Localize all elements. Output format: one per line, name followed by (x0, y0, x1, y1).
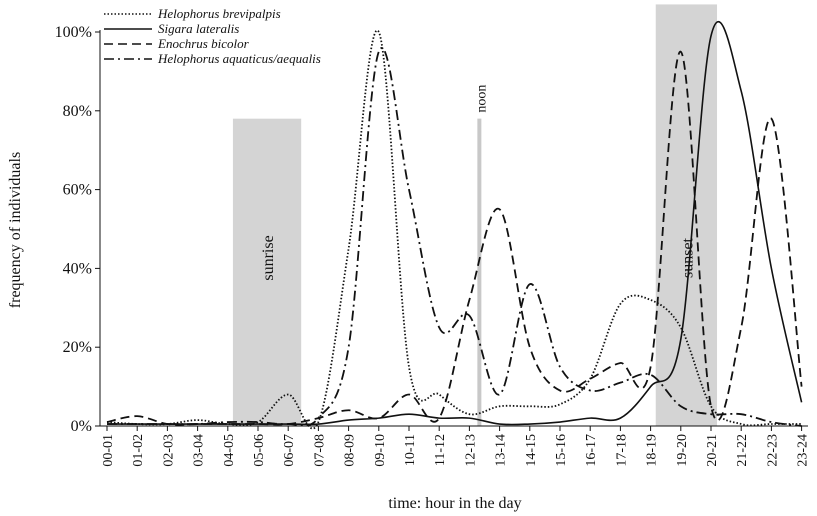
legend-label: Sigara lateralis (158, 21, 239, 36)
y-tick-label: 20% (63, 339, 92, 356)
x-tick-label: 21-22 (735, 434, 750, 467)
series-line (107, 47, 802, 427)
y-tick-label: 0% (71, 418, 92, 435)
legend-label: Enochrus bicolor (157, 36, 250, 51)
x-tick-label: 12-13 (463, 434, 478, 467)
x-tick-label: 03-04 (192, 434, 207, 467)
x-tick-label: 01-02 (131, 434, 146, 467)
x-tick-label: 18-19 (645, 434, 660, 467)
x-tick-label: 23-24 (796, 434, 811, 467)
x-tick-label: 07-08 (312, 434, 327, 467)
x-tick-label: 17-18 (614, 434, 629, 467)
x-tick-label: 02-03 (161, 434, 176, 467)
noon-label: noon (474, 85, 489, 113)
shaded-period (655, 4, 718, 426)
shaded-period (232, 118, 302, 427)
period-label: sunset (679, 237, 696, 278)
x-tick-label: 22-23 (765, 434, 780, 467)
x-tick-label: 05-06 (252, 434, 267, 467)
y-axis-label: frequency of individuals (7, 152, 24, 308)
legend-label: Helophorus brevipalpis (157, 6, 281, 21)
x-tick-label: 14-15 (524, 434, 539, 467)
legend-label: Helophorus aquaticus/aequalis (157, 51, 321, 66)
x-tick-label: 20-21 (705, 434, 720, 467)
x-tick-label: 13-14 (494, 434, 509, 467)
x-tick-label: 10-11 (403, 434, 418, 466)
x-tick-label: 15-16 (554, 434, 569, 467)
series-line (106, 50, 803, 426)
y-tick-label: 60% (63, 182, 92, 199)
x-tick-label: 11-12 (433, 434, 448, 466)
x-tick-label: 16-17 (584, 434, 599, 467)
background-layer (232, 4, 718, 427)
x-tick-label: 00-01 (101, 434, 116, 467)
plot-layer: sunrise sunset noon 0% 20% 40% 60% 80% 100% 00-01… (55, 6, 811, 467)
x-tick-label: 08-09 (343, 434, 358, 467)
x-tick-label: 19-20 (675, 434, 690, 467)
y-tick-label: 80% (63, 103, 92, 120)
x-axis-label: time: hour in the day (388, 495, 521, 512)
x-tick-label: 04-05 (222, 434, 237, 467)
y-tick-label: 40% (63, 260, 92, 277)
x-tick-label: 09-10 (373, 434, 388, 467)
y-tick-label: 100% (55, 24, 92, 41)
period-label: sunrise (260, 235, 277, 280)
x-tick-label: 06-07 (282, 434, 297, 467)
